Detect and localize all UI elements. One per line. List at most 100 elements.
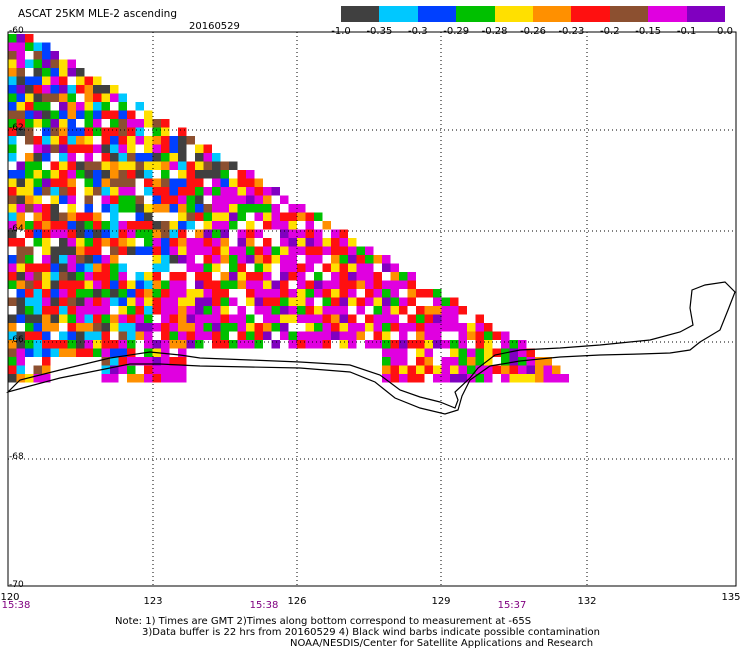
data-cell — [339, 263, 348, 272]
data-cell — [254, 263, 263, 272]
data-cell — [178, 136, 187, 145]
data-cell — [552, 374, 561, 383]
data-cell — [263, 204, 272, 213]
data-cell — [220, 161, 229, 170]
data-cell — [67, 229, 76, 238]
data-cell — [110, 263, 119, 272]
data-cell — [8, 68, 17, 77]
data-cell — [322, 340, 331, 349]
data-cell — [33, 161, 42, 170]
data-cell — [237, 306, 246, 315]
data-cell — [484, 365, 493, 374]
data-cell — [152, 195, 161, 204]
data-cell — [25, 119, 34, 128]
colorbar-label: -0.15 — [635, 26, 662, 37]
data-cell — [161, 331, 170, 340]
data-cell — [25, 306, 34, 315]
data-cell — [339, 238, 348, 247]
data-cell — [297, 280, 306, 289]
data-cell — [390, 374, 399, 383]
data-cell — [59, 331, 68, 340]
data-cell — [101, 153, 110, 162]
data-cell — [169, 221, 178, 230]
data-cell — [59, 127, 68, 136]
data-cell — [399, 272, 408, 281]
data-cell — [169, 187, 178, 196]
data-cell — [118, 246, 127, 255]
data-cell — [212, 161, 221, 170]
data-cell — [127, 110, 136, 119]
data-cell — [118, 238, 127, 247]
data-cell — [441, 323, 450, 332]
data-cell — [16, 348, 25, 357]
data-cell — [407, 289, 416, 298]
data-cell — [110, 119, 119, 128]
data-cell — [144, 204, 153, 213]
data-cell — [8, 170, 17, 179]
data-cell — [169, 280, 178, 289]
data-cell — [526, 365, 535, 374]
data-cell — [161, 263, 170, 272]
data-cell — [84, 229, 93, 238]
data-cell — [178, 365, 187, 374]
data-cell — [67, 246, 76, 255]
data-cell — [220, 187, 229, 196]
data-cell — [305, 246, 314, 255]
data-cell — [399, 340, 408, 349]
data-cell — [93, 127, 102, 136]
data-cell — [348, 314, 357, 323]
data-cell — [416, 348, 425, 357]
data-cell — [416, 323, 425, 332]
data-cell — [492, 331, 501, 340]
data-cell — [67, 263, 76, 272]
data-cell — [441, 306, 450, 315]
data-cell — [42, 272, 51, 281]
data-cell — [33, 170, 42, 179]
data-cell — [33, 51, 42, 60]
data-cell — [186, 221, 195, 230]
data-cell — [373, 306, 382, 315]
data-cell — [186, 204, 195, 213]
colorbar-label: -1.0 — [331, 26, 351, 37]
data-cell — [382, 357, 391, 366]
data-cell — [348, 272, 357, 281]
data-cell — [25, 297, 34, 306]
data-cell — [161, 127, 170, 136]
data-cell — [297, 272, 306, 281]
data-cell — [59, 119, 68, 128]
data-cell — [101, 263, 110, 272]
data-cell — [84, 153, 93, 162]
data-cell — [254, 195, 263, 204]
data-cell — [135, 246, 144, 255]
data-cell — [280, 229, 289, 238]
data-cell — [127, 365, 136, 374]
data-cell — [101, 323, 110, 332]
data-cell — [110, 280, 119, 289]
data-cell — [178, 204, 187, 213]
data-cell — [33, 153, 42, 162]
data-cell — [339, 297, 348, 306]
data-cell — [33, 85, 42, 94]
data-cell — [16, 289, 25, 298]
data-cell — [237, 246, 246, 255]
data-cell — [314, 246, 323, 255]
data-cell — [416, 357, 425, 366]
data-cell — [25, 221, 34, 230]
data-cell — [152, 365, 161, 374]
data-cell — [416, 306, 425, 315]
data-cell — [212, 187, 221, 196]
data-cell — [93, 323, 102, 332]
data-cell — [271, 246, 280, 255]
data-cell — [84, 348, 93, 357]
data-cell — [93, 221, 102, 230]
data-cell — [33, 119, 42, 128]
data-cell — [458, 306, 467, 315]
data-cell — [229, 212, 238, 221]
data-cell — [59, 195, 68, 204]
data-cell — [441, 374, 450, 383]
data-cell — [237, 340, 246, 349]
data-cell — [339, 340, 348, 349]
data-cell — [441, 297, 450, 306]
data-cell — [501, 365, 510, 374]
data-cell — [152, 323, 161, 332]
